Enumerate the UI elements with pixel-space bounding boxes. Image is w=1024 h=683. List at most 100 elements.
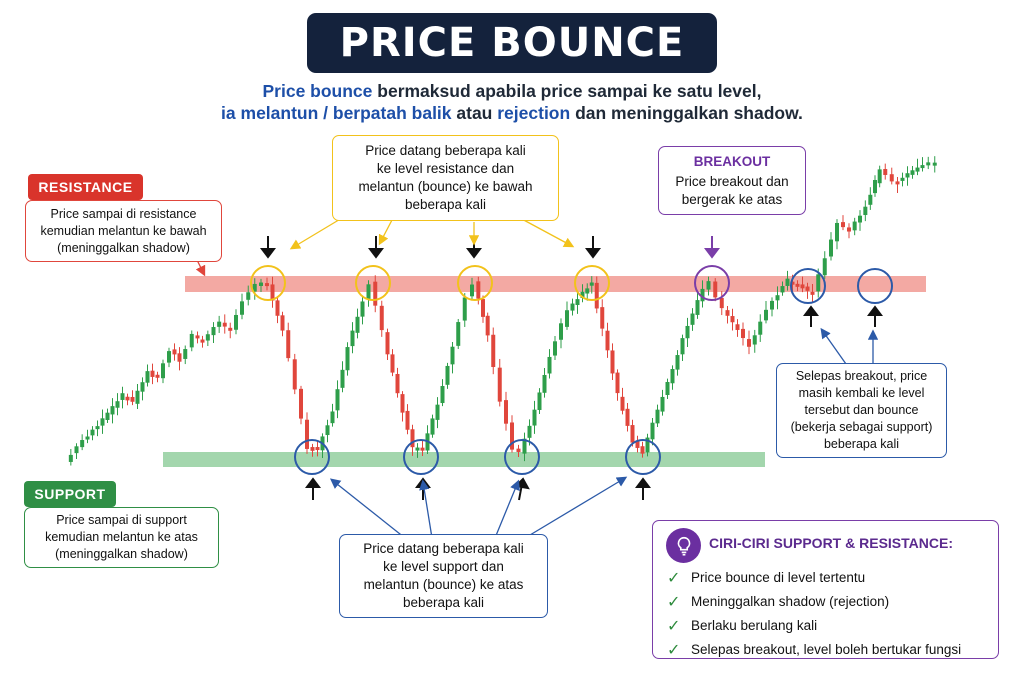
candle-body [299,388,303,419]
card-line: Price sampai di support [56,513,187,527]
candle-body [735,324,740,330]
card-line: (meninggalkan shadow) [57,240,190,255]
candle-body [764,309,768,321]
candle-body [847,227,851,232]
candle-body [889,174,894,182]
candle-body [575,299,580,306]
candle-body [660,396,665,412]
retest-marker [790,268,826,304]
support-bounce-callout: Price datang beberapa kali ke level supp… [339,534,548,618]
candle-body [863,206,868,216]
candle-body [150,370,155,377]
candle-body [580,291,585,299]
candle-body [315,447,320,451]
card-line: (meninggalkan shadow) [55,547,188,561]
candle-body [360,301,365,317]
lightbulb-icon [666,528,701,563]
support-zone [163,452,765,467]
candle-body [440,386,445,404]
candle-body [800,284,805,289]
list-item-label: Meninggalkan shadow (rejection) [691,593,890,609]
candle-body [805,286,810,291]
breakout-title: BREAKOUT [693,153,771,169]
candle-body [445,365,450,385]
callout-connector [329,478,406,539]
candle-body [589,282,594,286]
candle-body [161,363,165,379]
callout-connector [289,217,343,250]
candle-body [415,447,420,451]
candle-body [605,330,610,351]
candle-body [68,454,73,462]
list-item: ✓ Price bounce di level tertentu [667,565,961,589]
card-line: ke level support dan [383,559,504,574]
candle-body [167,351,171,363]
down-arrow-icon [704,236,720,259]
candle-body [470,284,474,297]
candle-body [155,374,160,378]
candle-body [355,316,360,333]
candle-body [630,425,635,443]
card-line: kemudian melantun ke bawah [40,223,207,238]
check-icon: ✓ [667,591,681,611]
subtitle-highlight: ia melantun / berpatah balik [221,103,452,123]
candle-body [140,382,145,392]
candle-body [345,347,350,371]
candle-body [542,374,547,393]
candle-body [310,447,315,451]
candle-body [877,169,882,184]
candle-body [522,438,527,454]
list-item-label: Berlaku berulang kali [691,617,818,633]
candle-body [547,356,552,374]
down-arrow-icon [368,236,384,259]
candle-body [594,282,599,309]
up-arrow-icon [867,305,883,327]
title-banner: PRICE BOUNCE [307,13,717,73]
candle-body [690,313,695,325]
candle-body [725,310,730,316]
candle-body [395,373,400,394]
resistance-touch-marker [355,265,391,301]
candle-body [189,333,194,348]
candle-body [430,418,435,435]
candle-body [695,300,700,315]
candle-body [110,406,115,415]
candle-body [635,440,640,448]
resistance-touch-marker [574,265,610,301]
subtitle-highlight: rejection [497,103,571,123]
candle-body [172,349,177,355]
candle-body [747,339,751,347]
card-line: melantun (bounce) ke atas [363,577,524,592]
card-line: Selepas breakout, price [795,369,928,383]
candle-body [835,222,839,242]
candle-body [504,400,508,424]
support-touch-marker [403,439,439,475]
candle-body [785,278,790,286]
subtitle-text: bermaksud apabila price sampai ke satu l… [372,81,762,101]
support-info-card: Price sampai di support kemudian melantu… [24,507,219,568]
candle-body [90,429,95,436]
candle-body [926,162,931,166]
candle-body [325,425,330,436]
candle-body [559,323,563,340]
resistance-info-card: Price sampai di resistance kemudian mela… [25,200,222,262]
card-line: ke level resistance dan [376,161,515,176]
subtitle-line-2: ia melantun / berpatah balik atau reject… [0,102,1024,124]
candle-body [816,274,821,292]
candle-body [770,300,774,310]
candle-body [265,283,269,287]
candle-body [183,349,188,359]
characteristics-title: CIRI-CIRI SUPPORT & RESISTANCE: [709,535,953,551]
candle-body [719,297,724,309]
candle-body [795,283,800,287]
check-icon: ✓ [667,639,681,659]
candle-body [246,292,251,300]
candle-body [240,301,244,315]
callout-connector [494,479,520,539]
card-line: masih kembali ke level [798,386,925,400]
check-icon: ✓ [667,567,681,587]
candle-body [537,392,542,410]
candle-body [200,339,205,343]
candle-body [600,307,605,329]
candle-body [841,222,845,228]
